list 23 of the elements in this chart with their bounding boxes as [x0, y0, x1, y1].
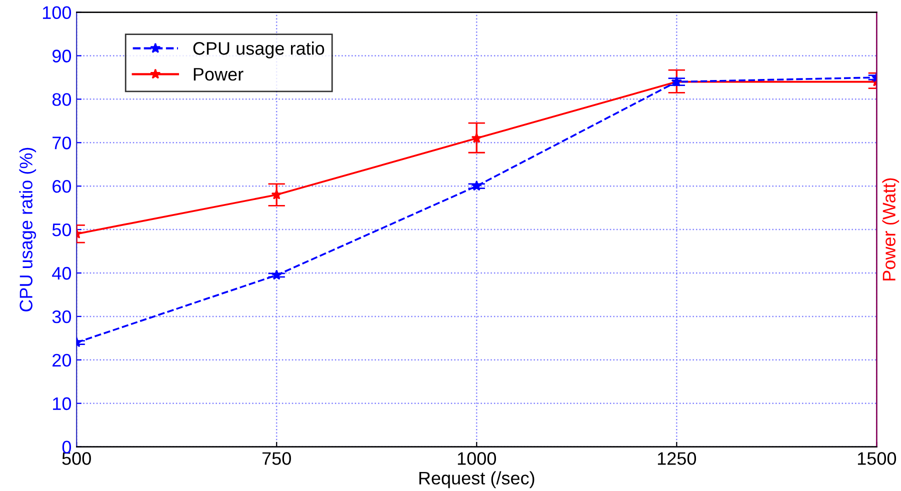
x-tick-label: 1250	[658, 452, 696, 465]
y-tick-label: 100	[42, 6, 72, 19]
y-tick-label: 60	[52, 180, 72, 193]
x-tick-label: 1500	[858, 452, 896, 465]
y2-axis-title: Power (Watt)	[882, 178, 900, 280]
x-axis-title: Request (/sec)	[419, 471, 534, 488]
y-tick-label: 10	[53, 397, 72, 410]
y-tick-label: 90	[52, 50, 72, 62]
y-tick-label: 40	[52, 266, 72, 280]
y-tick-label: 20	[52, 354, 72, 367]
y-tick-label: 0	[62, 440, 72, 454]
y-tick-label: 30	[52, 310, 72, 324]
point	[471, 180, 482, 191]
x-tick-label: 500	[62, 452, 91, 465]
legend-label: Power	[194, 68, 244, 81]
y-tick-label: 80	[52, 93, 72, 106]
x-tick-label: 750	[262, 452, 291, 465]
point	[271, 270, 282, 280]
y-axis-title: CPU usage ratio (%)	[19, 148, 36, 312]
legend-label: CPU usage ratio	[193, 42, 324, 58]
y-tick-label: 50	[52, 223, 72, 236]
x-tick-label: 1000	[458, 452, 496, 465]
y-tick-label: 70	[52, 136, 72, 150]
